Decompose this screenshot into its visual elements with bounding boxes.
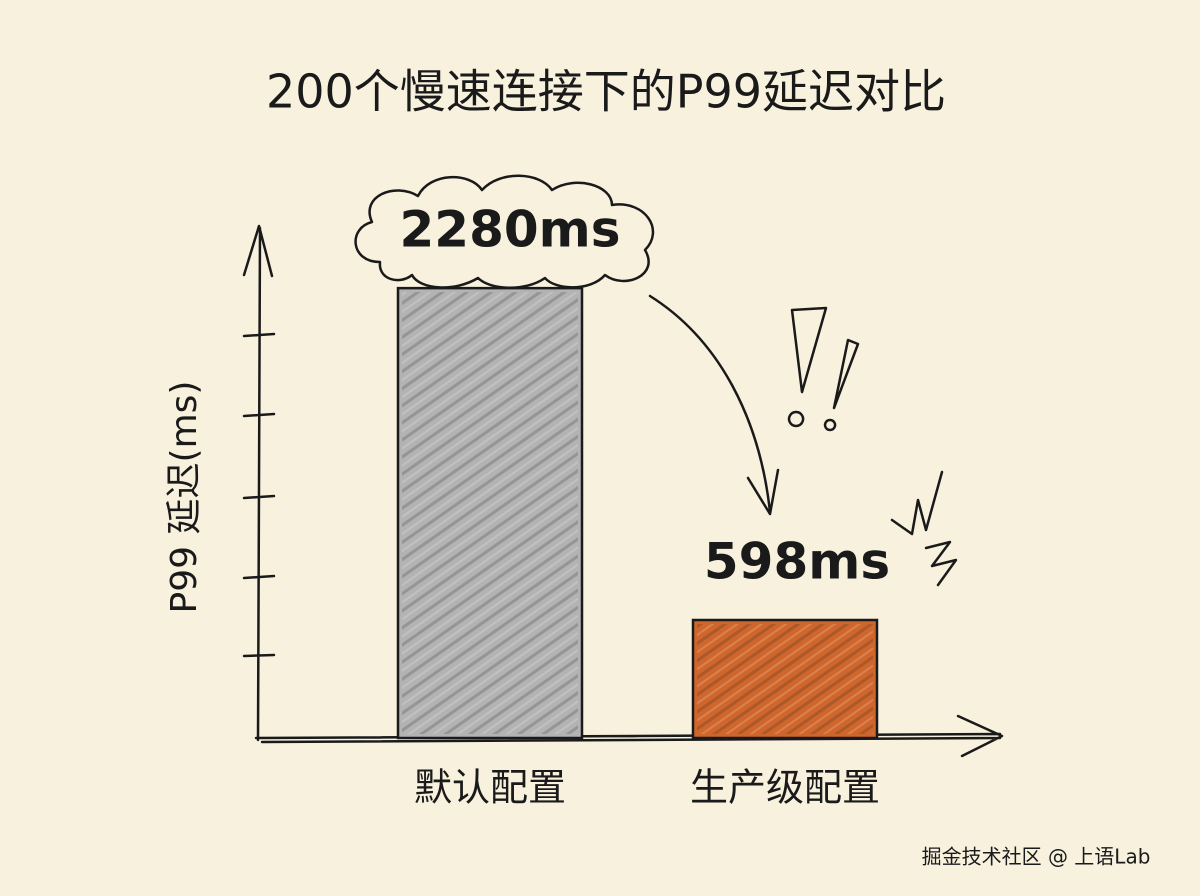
- exclamation: [787, 306, 828, 428]
- watermark: 掘金技术社区 @ 上语Lab: [922, 845, 1151, 869]
- x-tick-label: 默认配置: [414, 766, 566, 810]
- bar-hatch: [402, 292, 578, 734]
- cloud: [354, 174, 655, 289]
- shock-lines: [890, 470, 958, 587]
- bar-hatch: [697, 624, 873, 734]
- x-tick-label: 生产级配置: [690, 766, 880, 810]
- y-axis-hatch: [242, 332, 276, 658]
- exclamation: [823, 338, 860, 432]
- y-axis-label: P99 延迟(ms): [164, 381, 205, 614]
- value-label: 2280ms: [399, 201, 620, 259]
- chart-title: 200个慢速连接下的P99延迟对比: [266, 65, 946, 119]
- arrow: [648, 294, 780, 516]
- value-label: 598ms: [704, 533, 890, 591]
